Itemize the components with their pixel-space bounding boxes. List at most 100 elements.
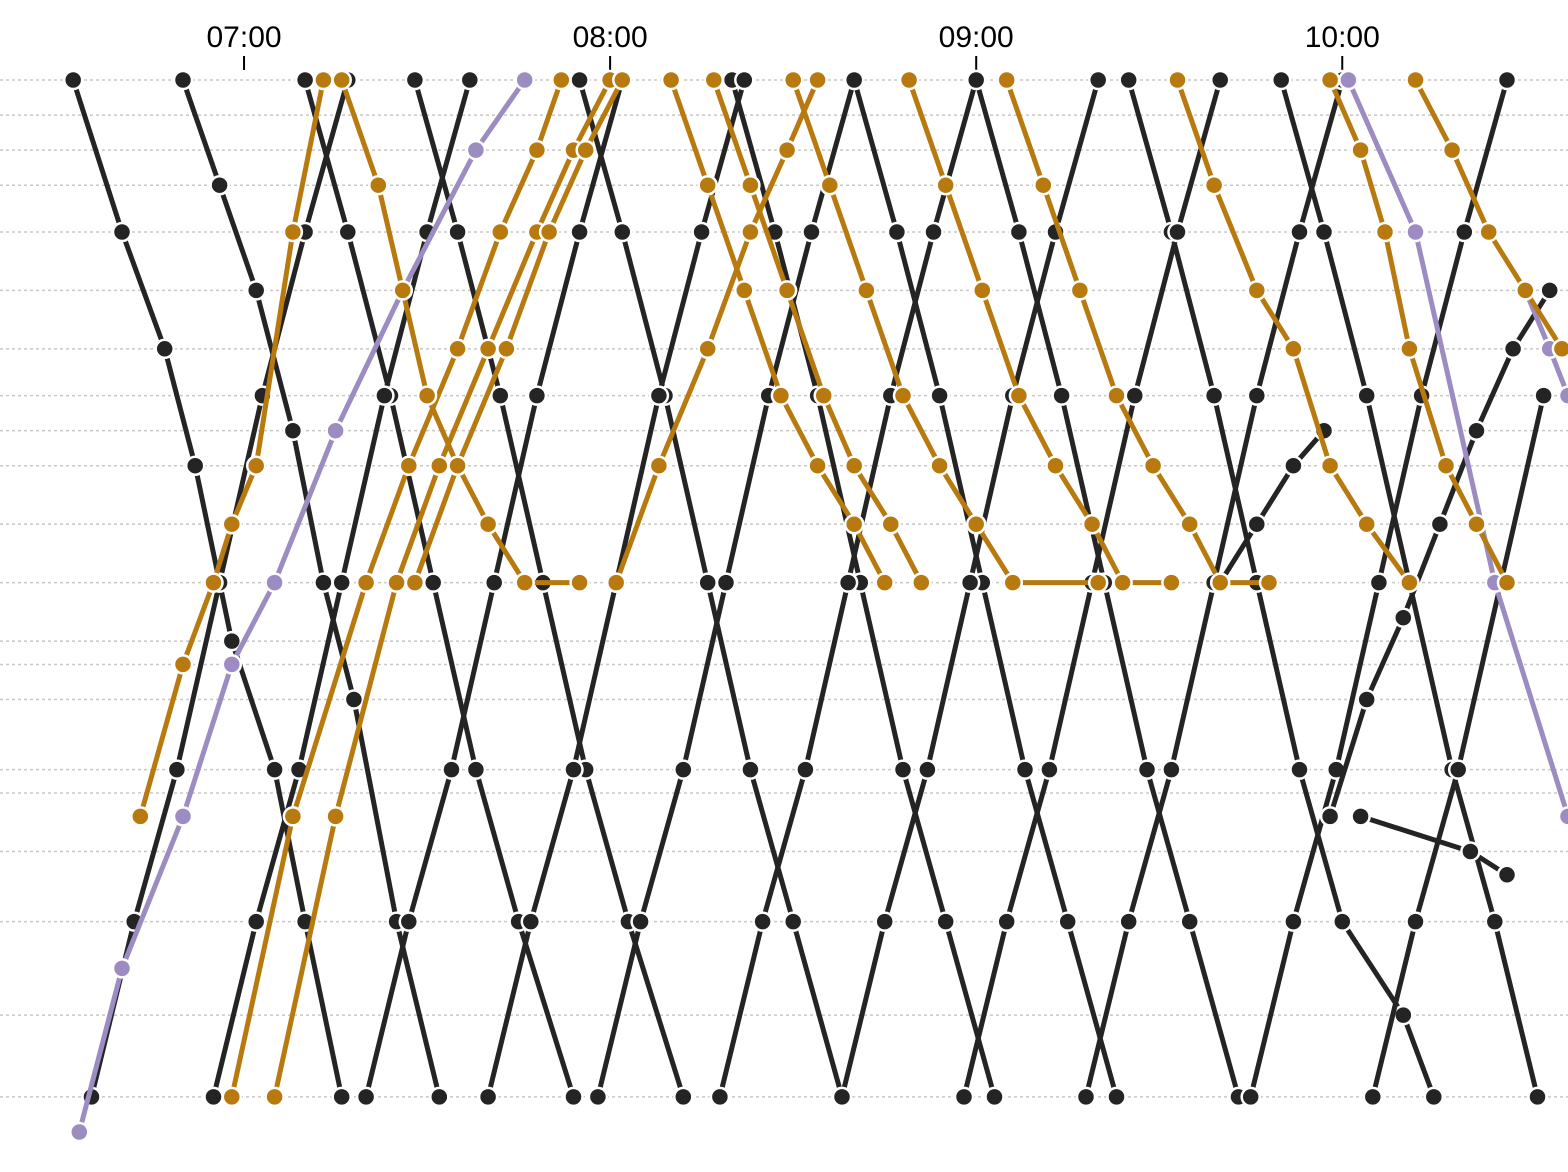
stop-point [203,572,224,593]
stop-point [398,911,420,932]
stop-point [538,221,560,243]
stop-point [1203,174,1225,196]
stop-point [1478,221,1499,243]
stop-point [282,221,304,243]
stop-point [1270,69,1292,91]
stop-point [264,572,285,593]
train-path [1126,77,1437,1100]
stop-point [1399,572,1420,593]
stop-point [1350,806,1371,827]
stop-point [1496,864,1518,886]
train-limited [1319,69,1518,593]
stop-point [935,174,956,196]
stop-point [929,385,950,406]
stop-point [1356,513,1377,535]
stop-point [441,759,462,780]
stop-point [1124,385,1146,406]
stop-point [355,1086,377,1108]
stop-point [1454,221,1475,243]
stop-point [1289,221,1310,243]
stop-point [673,1086,694,1108]
train-paths [62,69,1568,1143]
stop-point [1435,455,1457,476]
stop-point [325,420,346,441]
stop-point [691,221,712,243]
stop-point [1356,689,1377,710]
train-local [709,69,987,1108]
stop-point [429,455,450,476]
train-path [180,77,442,1100]
stop-point [1118,911,1139,932]
stop-point [1496,69,1518,91]
stop-point [563,1086,584,1108]
stop-point [245,455,267,476]
stop-point [325,806,346,827]
stop-point [697,338,718,360]
stop-point [734,280,755,301]
train-path [1327,287,1553,819]
stop-point [972,280,993,301]
stop-point [1002,572,1024,593]
stop-point [245,911,267,932]
stop-point [1447,759,1469,780]
stop-point [837,572,859,593]
train-local [203,69,481,1108]
stop-point [1087,572,1109,593]
stop-point [1106,1086,1127,1108]
stop-point [1209,572,1231,593]
stop-point [935,911,956,932]
stop-point [605,572,627,593]
stop-point [1393,1004,1414,1026]
stop-point [886,221,908,243]
stop-point [1258,572,1280,593]
stop-point [526,385,548,406]
stop-point [392,280,413,301]
stop-point [1502,338,1524,360]
stop-point [673,759,694,780]
train-local [1319,280,1560,827]
stop-point [1209,69,1231,91]
train-limited [264,69,621,1108]
stop-point [740,221,761,243]
stop-point [514,572,535,593]
stop-point [221,1086,243,1108]
train-limited [703,69,932,593]
stop-point [587,1086,609,1108]
train-limited [331,69,590,593]
stop-point [520,911,542,932]
stop-point [734,69,755,91]
stop-point [1112,572,1133,593]
stop-point [563,759,584,780]
stop-point [795,759,816,780]
stop-point [1527,1086,1548,1108]
train-limited [996,69,1280,593]
stop-point [1319,455,1341,476]
stop-point [465,139,487,161]
stop-point [813,385,834,406]
stop-point [1332,911,1353,932]
train-path [613,77,821,586]
train-limited [1167,69,1420,593]
stop-point [1399,338,1420,360]
stop-point [874,572,895,593]
stop-point [386,572,407,593]
time-axis: 07:00 08:00 09:00 10:00 [207,21,1380,70]
stop-point [1557,385,1568,406]
stop-point [1283,455,1304,476]
stop-point [294,69,316,91]
stop-point [892,385,914,406]
stop-point [130,806,151,827]
stop-point [776,139,798,161]
stop-point [612,69,633,91]
stop-point [1441,139,1463,161]
stop-point [1313,221,1335,243]
stop-point [1008,385,1030,406]
stop-point [1289,759,1310,780]
stop-point [703,69,725,91]
stop-point [1051,385,1072,406]
stop-point [1087,69,1109,91]
train-path [272,77,613,1100]
stop-point [496,338,517,360]
stop-point [917,759,938,780]
